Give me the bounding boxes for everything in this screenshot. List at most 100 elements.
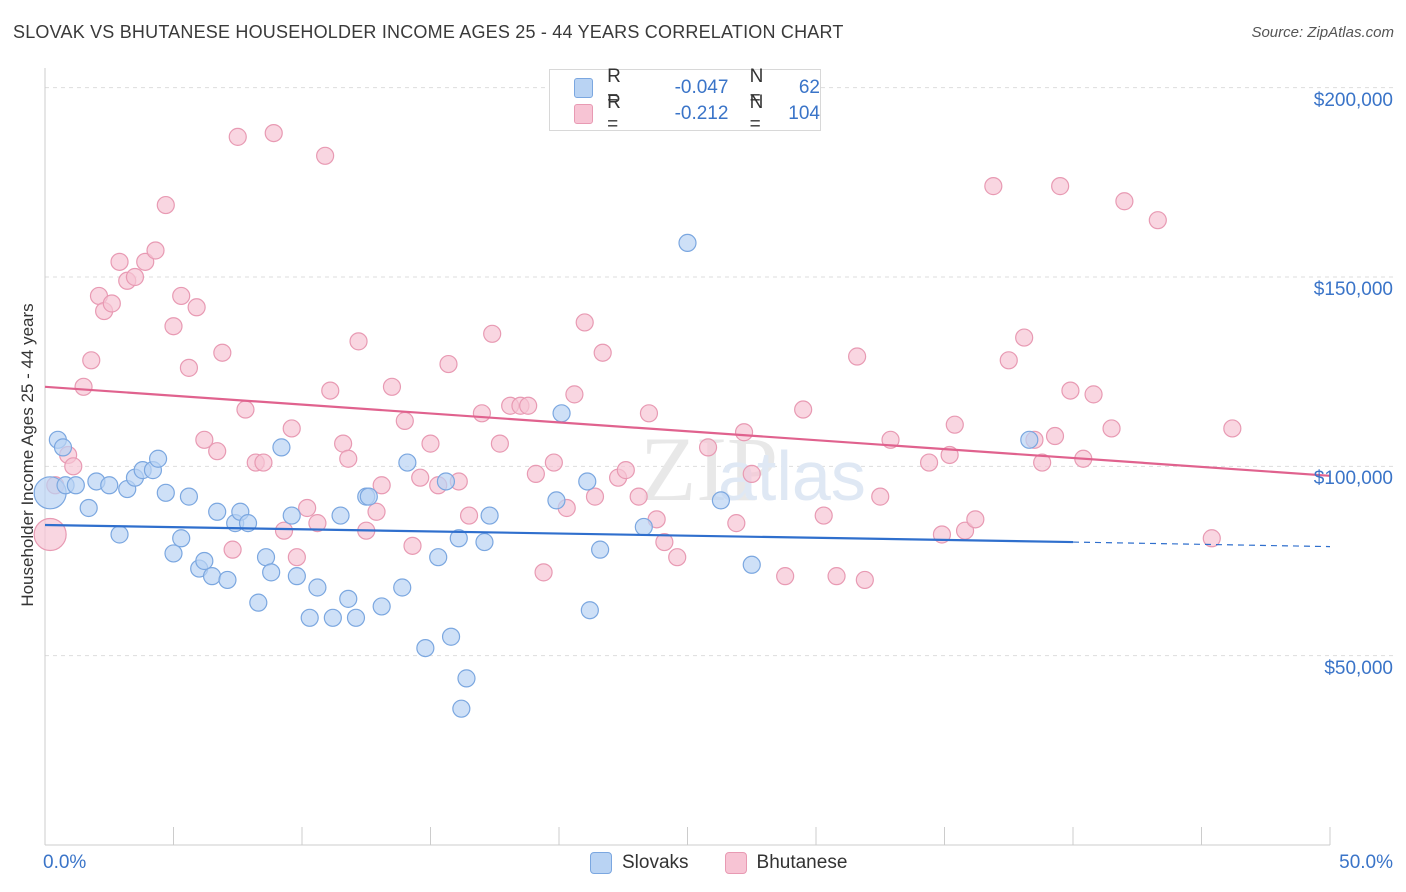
bhutanese-point bbox=[848, 347, 867, 366]
bhutanese-point bbox=[282, 419, 301, 438]
bhutanese-point bbox=[439, 354, 458, 374]
slovaks-point bbox=[480, 506, 499, 525]
bhutanese-point bbox=[585, 487, 605, 506]
slovaks-point bbox=[79, 498, 98, 518]
slovaks-point bbox=[308, 578, 327, 597]
bhutanese-point bbox=[526, 464, 545, 483]
slovaks-point bbox=[1020, 430, 1039, 449]
slovaks-point bbox=[272, 438, 291, 457]
slovaks-points bbox=[33, 233, 1039, 718]
bhutanese-point bbox=[727, 514, 746, 533]
source-label: Source: ZipAtlas.com bbox=[1251, 24, 1394, 41]
bhutanese-point bbox=[544, 453, 563, 472]
slovaks-point bbox=[156, 483, 175, 502]
correlation-legend: R = -0.047 N = 62 R = -0.212 N = 104 bbox=[549, 66, 821, 135]
bhutanese-point bbox=[814, 506, 833, 525]
bhutanese-point bbox=[164, 317, 183, 336]
y-tick-label: $200,000 bbox=[1313, 89, 1393, 111]
x-tick-min: 0.0% bbox=[43, 852, 87, 873]
bhutanese-point bbox=[421, 434, 440, 453]
slovaks-point bbox=[218, 570, 237, 590]
slovaks-point bbox=[393, 578, 412, 597]
bhutanese-point bbox=[593, 343, 612, 362]
slovaks-point bbox=[547, 491, 566, 510]
slovaks-point bbox=[208, 502, 227, 521]
bhutanese-point bbox=[110, 252, 129, 271]
bhutanese-point bbox=[472, 404, 491, 423]
bhutanese-point bbox=[156, 195, 175, 215]
bhutanese-point bbox=[33, 517, 67, 552]
slovaks-point bbox=[339, 589, 358, 608]
legend-swatch-slovaks bbox=[574, 78, 594, 98]
grid-lines bbox=[45, 87, 1395, 657]
bhutanese-point bbox=[208, 442, 227, 461]
bhutanese-point bbox=[945, 415, 964, 434]
bhutanese-point bbox=[403, 536, 422, 555]
slovaks-point bbox=[66, 476, 85, 495]
bhutanese-point bbox=[668, 548, 687, 567]
bhutanese-point bbox=[1148, 211, 1167, 230]
slovaks-point bbox=[372, 597, 391, 616]
bhutanese-point bbox=[1202, 529, 1221, 548]
bhutanese-point bbox=[984, 177, 1003, 196]
slovaks-point bbox=[202, 567, 222, 586]
bhutanese-point bbox=[316, 146, 335, 165]
bhutanese-point bbox=[395, 411, 414, 430]
bhutanese-point bbox=[1084, 385, 1103, 404]
bhutanese-point bbox=[228, 127, 247, 146]
slovaks-point bbox=[436, 472, 456, 491]
legend-swatch-bhutanese bbox=[574, 104, 594, 124]
axes bbox=[44, 68, 1331, 846]
bhutanese-point bbox=[223, 540, 242, 559]
legend-r-value: -0.212 bbox=[674, 103, 729, 124]
bhutanese-point bbox=[125, 267, 145, 287]
bhutanese-point bbox=[1061, 381, 1080, 400]
bhutanese-point bbox=[999, 351, 1018, 370]
bhutanese-point bbox=[372, 476, 391, 495]
bhutanese-point bbox=[264, 123, 283, 143]
legend-swatch-slovaks bbox=[590, 852, 612, 874]
x-tick-max: 50.0% bbox=[1339, 852, 1393, 873]
slovaks-trend-line bbox=[44, 523, 1074, 544]
slovaks-point bbox=[711, 491, 731, 510]
bhutanese-point bbox=[308, 514, 327, 533]
slovaks-point bbox=[580, 601, 599, 620]
legend-row-slovaks: R = -0.047 N = 62 bbox=[574, 66, 820, 109]
slovaks-point bbox=[323, 608, 342, 627]
slovaks-point bbox=[172, 529, 191, 548]
slovaks-point bbox=[53, 438, 73, 457]
slovaks-point bbox=[100, 476, 119, 495]
bhutanese-point bbox=[179, 358, 199, 377]
bhutanese-point bbox=[565, 385, 584, 404]
legend-row-bhutanese: R = -0.212 N = 104 bbox=[574, 92, 820, 135]
bhutanese-point bbox=[616, 461, 635, 480]
bhutanese-point bbox=[919, 453, 939, 472]
slovaks-point bbox=[331, 506, 350, 525]
bhutanese-point bbox=[490, 434, 509, 453]
slovaks-point bbox=[287, 567, 306, 586]
bhutanese-point bbox=[575, 313, 594, 332]
legend-n-label: N = bbox=[749, 66, 764, 109]
bhutanese-point bbox=[734, 423, 754, 442]
slovaks-point bbox=[300, 608, 319, 627]
bhutanese-point bbox=[339, 449, 358, 468]
watermark-atlas: atlas bbox=[718, 437, 866, 515]
bhutanese-point bbox=[483, 324, 502, 343]
legend-n-label: N = bbox=[749, 92, 764, 135]
legend-swatch-bhutanese bbox=[724, 852, 747, 874]
bhutanese-point bbox=[698, 438, 718, 457]
bhutanese-trend-line bbox=[44, 385, 1331, 477]
bhutanese-point bbox=[1051, 177, 1070, 196]
legend-item-bhutanese: Bhutanese bbox=[724, 852, 847, 874]
bhutanese-point bbox=[136, 252, 155, 271]
bhutanese-point bbox=[742, 464, 761, 483]
legend-r-label: R = bbox=[607, 92, 621, 135]
legend-item-slovaks: Slovaks bbox=[590, 852, 689, 874]
slovaks-point bbox=[164, 544, 183, 563]
bhutanese-point bbox=[146, 241, 165, 260]
slovaks-point bbox=[475, 532, 494, 552]
slovaks-point bbox=[282, 506, 301, 525]
bhutanese-point bbox=[172, 286, 191, 306]
slovaks-point bbox=[359, 487, 378, 506]
